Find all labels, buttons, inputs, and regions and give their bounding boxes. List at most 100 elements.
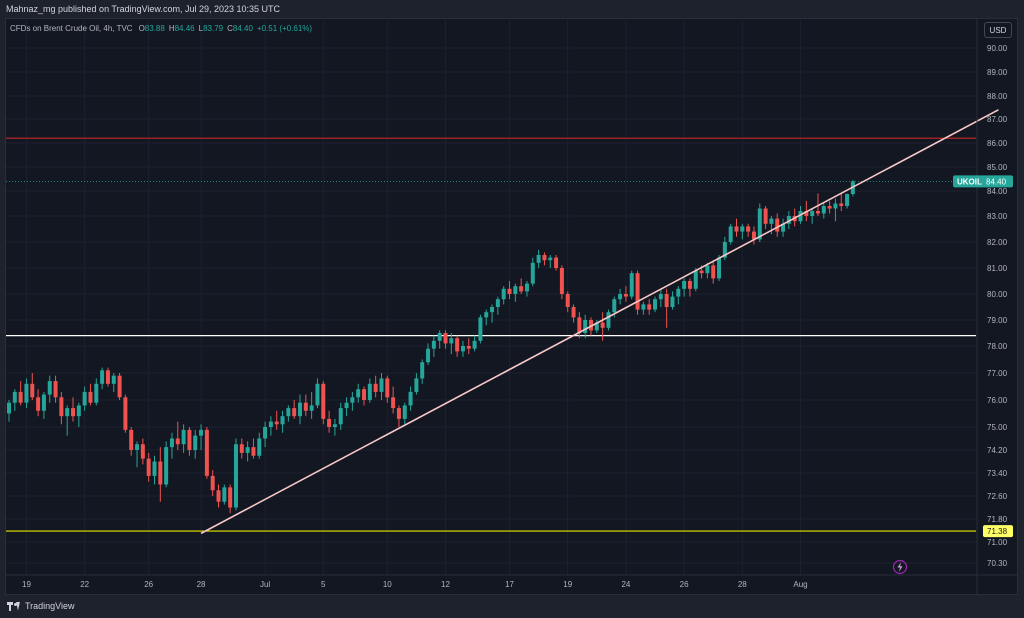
- candle: [594, 320, 599, 333]
- close-label: C: [227, 24, 233, 33]
- price-tick-label: 76.00: [987, 396, 1008, 405]
- candle-body: [781, 223, 786, 232]
- candle-body: [524, 283, 529, 292]
- candle: [204, 427, 209, 479]
- candle: [664, 288, 669, 328]
- candle: [94, 378, 99, 406]
- candle: [239, 438, 244, 459]
- candle-body: [356, 389, 361, 398]
- candle: [169, 432, 174, 459]
- candle: [751, 226, 756, 245]
- candle: [135, 441, 140, 468]
- candle-body: [420, 362, 425, 379]
- candle-body: [175, 438, 180, 445]
- candle: [757, 203, 762, 242]
- candle: [524, 281, 529, 297]
- time-tick-label: Aug: [793, 580, 807, 589]
- candle: [408, 386, 413, 411]
- candle-body: [589, 320, 593, 331]
- candle: [65, 405, 70, 436]
- low-value: 83.79: [203, 24, 224, 33]
- tradingview-logo[interactable]: TradingView: [7, 601, 75, 611]
- candle: [460, 340, 465, 357]
- candle-body: [606, 312, 611, 328]
- price-tick-label: 82.00: [987, 238, 1008, 247]
- candle-body: [350, 397, 355, 403]
- candle: [600, 312, 605, 341]
- candle: [623, 286, 628, 302]
- candle: [7, 400, 11, 422]
- candle: [763, 206, 768, 229]
- candle: [775, 213, 780, 237]
- candle-body: [315, 383, 320, 406]
- symbol-legend: CFDs on Brent Crude Oil, 4h, TVC O83.88 H8…: [10, 24, 316, 33]
- candle: [641, 301, 646, 315]
- candle-body: [111, 375, 116, 384]
- candle: [24, 378, 29, 409]
- currency-button[interactable]: USD: [984, 22, 1012, 38]
- candle: [711, 260, 716, 284]
- price-axis[interactable]: 90.00 89.00 88.00 87.00 86.00 85.00 84.00 83.00…: [976, 19, 1008, 595]
- candle: [437, 330, 442, 349]
- candle-body: [623, 294, 628, 297]
- candle-body: [268, 421, 273, 427]
- candle: [618, 288, 623, 305]
- chart-frame[interactable]: [5, 18, 1018, 595]
- candle-body: [47, 381, 52, 395]
- time-axis[interactable]: 19 22 26 28 Jul 5 10 12 17 19 24 26 28 Aug: [6, 574, 1017, 589]
- candle-body: [298, 402, 302, 417]
- candle: [367, 378, 372, 403]
- time-tick-label: 12: [441, 580, 450, 589]
- candle-body: [239, 444, 244, 453]
- grid: [6, 20, 976, 575]
- close-value: 84.40: [232, 24, 253, 33]
- candle-body: [717, 257, 722, 279]
- candle: [158, 447, 163, 502]
- candle-body: [292, 408, 297, 417]
- candle-body: [740, 226, 745, 232]
- price-tick-label: 89.00: [987, 68, 1008, 77]
- candle: [356, 383, 361, 403]
- trendline-layer[interactable]: [200, 109, 999, 535]
- candle-body: [228, 487, 233, 508]
- trendline[interactable]: [200, 109, 999, 535]
- candle-body: [577, 317, 582, 333]
- candle-body: [653, 299, 658, 310]
- candle: [740, 223, 745, 240]
- candle: [228, 484, 233, 514]
- candle: [216, 484, 221, 508]
- candle-body: [658, 294, 663, 300]
- candle-body: [827, 206, 832, 209]
- price-tick-label: 88.00: [987, 92, 1008, 101]
- lightning-icon[interactable]: [892, 559, 908, 575]
- candle-body: [30, 383, 35, 398]
- horizontal-levels: [6, 137, 976, 532]
- candle-body: [513, 286, 518, 294]
- candle: [100, 367, 105, 390]
- candle: [443, 330, 448, 349]
- candle-body: [699, 270, 704, 274]
- price-tick-label: 71.00: [987, 538, 1008, 547]
- candle-body: [670, 296, 675, 307]
- candle: [396, 405, 401, 427]
- candle: [129, 427, 134, 456]
- candle: [717, 255, 722, 281]
- time-tick-label: 10: [383, 580, 392, 589]
- candle-body: [786, 216, 791, 224]
- candle: [88, 383, 93, 406]
- candle-body: [391, 397, 396, 409]
- support-badge-price: 71.38: [987, 527, 1008, 536]
- candle-body: [728, 226, 733, 242]
- candle: [705, 262, 710, 279]
- candle-body: [466, 346, 471, 349]
- change-value: +0.51 (+0.61%): [256, 24, 313, 33]
- candle: [47, 375, 52, 403]
- candle-body: [495, 299, 500, 307]
- candle: [821, 203, 826, 219]
- candle-body: [274, 421, 279, 425]
- candle-body: [169, 438, 174, 448]
- candle: [839, 193, 844, 211]
- candle: [635, 270, 640, 315]
- candle-body: [88, 391, 93, 403]
